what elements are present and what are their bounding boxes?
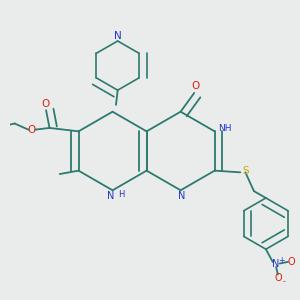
Text: N: N (107, 191, 115, 201)
Text: O: O (28, 124, 36, 135)
Text: N: N (114, 31, 122, 41)
Text: S: S (242, 166, 249, 176)
Text: O: O (42, 99, 50, 109)
Text: O: O (192, 81, 200, 91)
Text: H: H (118, 190, 124, 199)
Text: N: N (178, 191, 186, 201)
Text: -: - (283, 277, 285, 286)
Text: NH: NH (218, 124, 232, 133)
Text: O: O (288, 257, 295, 267)
Text: +: + (278, 256, 285, 265)
Text: N: N (272, 259, 280, 269)
Text: O: O (274, 273, 282, 283)
